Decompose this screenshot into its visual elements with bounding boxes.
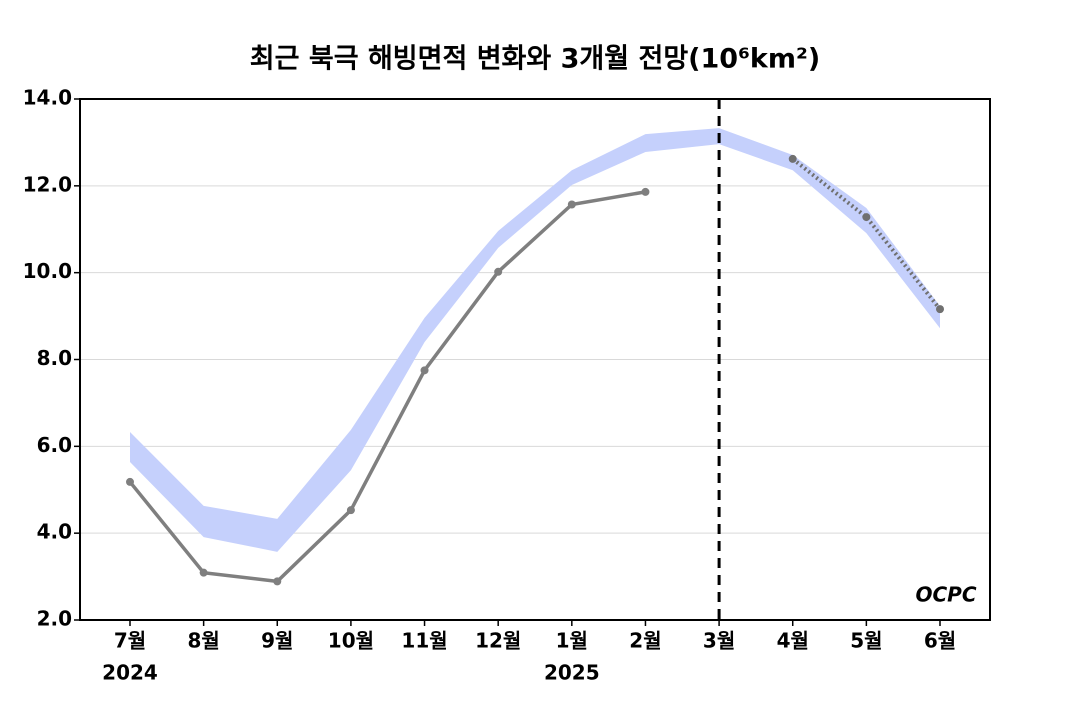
x-tick-label: 12월 <box>475 629 521 653</box>
chart-title: 최근 북극 해빙면적 변화와 3개월 전망(10⁶km²) <box>250 44 820 75</box>
point <box>126 477 134 486</box>
y-tick-label: 12.0 <box>23 172 72 196</box>
x-tick-label: 8월 <box>187 629 219 653</box>
y-tick-label: 2.0 <box>37 607 72 631</box>
point <box>862 213 871 222</box>
range-band <box>130 128 940 552</box>
x-tick-label: 11월 <box>401 629 447 653</box>
point <box>936 305 944 314</box>
point <box>494 267 503 276</box>
x-tick-label: 5월 <box>850 629 882 653</box>
year-label: 2025 <box>544 661 600 685</box>
plot-frame <box>79 98 991 621</box>
series-line <box>791 157 942 311</box>
point <box>420 366 429 375</box>
x-tick-label: 4월 <box>777 629 809 653</box>
x-tick-label: 2월 <box>629 629 661 653</box>
x-tick-label: 10월 <box>328 629 374 653</box>
y-tick-label: 10.0 <box>23 259 72 283</box>
year-label: 2024 <box>102 661 158 685</box>
x-tick-label: 3월 <box>703 629 735 653</box>
point <box>199 568 208 577</box>
x-tick-label: 6월 <box>924 629 956 653</box>
point <box>273 577 282 586</box>
point <box>641 187 650 196</box>
point <box>788 154 797 163</box>
y-tick-label: 4.0 <box>37 520 72 544</box>
x-tick-label: 7월 <box>114 629 146 653</box>
logo: OCPC <box>915 583 976 607</box>
point <box>346 506 355 515</box>
x-tick-label: 1월 <box>556 629 588 653</box>
x-tick-label: 9월 <box>261 629 293 653</box>
y-tick-label: 6.0 <box>37 433 72 457</box>
y-tick-label: 8.0 <box>37 346 72 370</box>
y-tick-label: 14.0 <box>23 86 72 110</box>
series-line <box>128 190 646 584</box>
point <box>567 200 576 209</box>
